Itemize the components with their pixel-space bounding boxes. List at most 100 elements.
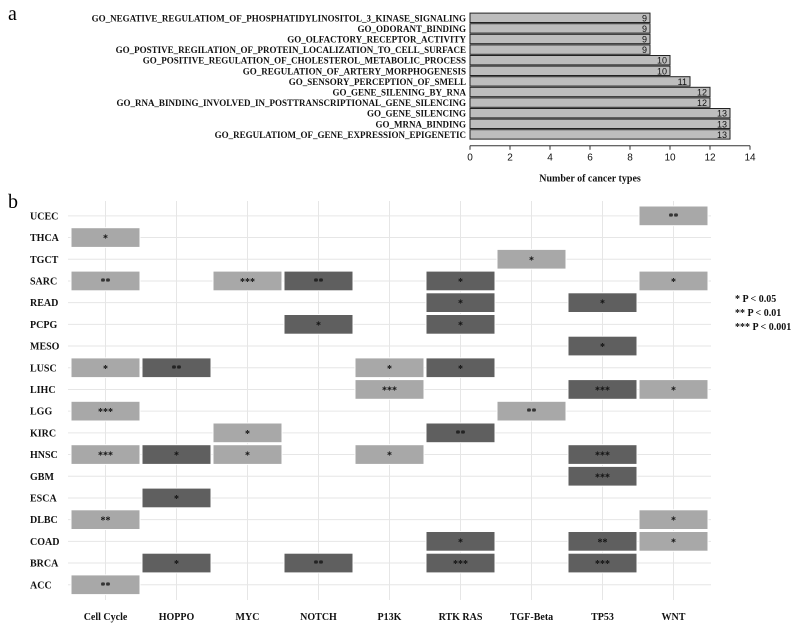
bar — [469, 65, 671, 76]
significance-mark: *** — [240, 277, 255, 288]
significance-mark: * — [671, 277, 676, 288]
bar — [469, 12, 651, 23]
bar — [469, 33, 651, 45]
row-label: LUSC — [30, 363, 57, 374]
row-label: LGG — [30, 407, 52, 418]
heatmap-cell — [141, 552, 212, 574]
row-label: THCA — [30, 233, 60, 244]
significance-mark: * — [671, 385, 676, 396]
bar-value-label: 11 — [678, 77, 687, 87]
row-label: PCPG — [30, 320, 57, 331]
column-label: TGF-Beta — [510, 612, 553, 623]
significance-mark: * — [600, 299, 605, 310]
column-label: TP53 — [591, 612, 614, 623]
significance-mark: * — [316, 320, 321, 331]
significance-mark: * — [458, 299, 463, 310]
heatmap-cell — [425, 357, 496, 379]
row-label: SARC — [30, 276, 57, 287]
heatmap-cell — [70, 444, 141, 465]
x-tick-label: 2 — [507, 153, 513, 164]
row-label: UCEC — [30, 211, 58, 222]
bar — [469, 23, 651, 34]
significance-mark: * — [387, 364, 392, 375]
row-label: BRCA — [30, 559, 59, 570]
bar-category-label: GO_GENE_SILENCING — [367, 109, 466, 119]
panel-b-label: b — [8, 191, 18, 213]
heatmap-cell — [70, 227, 141, 248]
heatmap-cell — [141, 357, 212, 379]
bar-value-label: 10 — [657, 56, 667, 66]
significance-mark: * — [671, 516, 676, 527]
significance-mark: ** — [527, 407, 537, 418]
bar-category-label: GO_OLFACTORY_RECEPTOR_ACTIVITY — [287, 35, 466, 45]
heatmap-cell — [496, 248, 567, 270]
row-label: ESCA — [30, 493, 57, 504]
x-axis-title: Number of cancer types — [539, 174, 641, 185]
significance-mark: ** — [101, 277, 111, 288]
bar-value-label: 10 — [657, 66, 667, 76]
significance-mark: * — [245, 451, 250, 462]
bar-category-label: GO_SENSORY_PERCEPTION_OF_SMELL — [289, 77, 466, 87]
heatmap-cell — [141, 444, 212, 465]
significance-mark: *** — [595, 472, 610, 483]
legend-entry: ** P < 0.01 — [735, 308, 781, 319]
heatmap-cell — [567, 379, 638, 400]
bar — [469, 97, 711, 108]
significance-mark: ** — [314, 559, 324, 570]
heatmap-cell — [567, 292, 638, 313]
column-label: NOTCH — [300, 612, 337, 623]
column-label: Cell Cycle — [84, 612, 128, 623]
bar-value-label: 9 — [642, 35, 647, 45]
column-label: P13K — [378, 612, 402, 623]
heatmap-cell — [567, 444, 638, 465]
heatmap-cell — [638, 531, 709, 552]
significance-mark: * — [174, 494, 179, 505]
heatmap-cell — [283, 314, 354, 335]
bar-value-label: 13 — [717, 130, 727, 140]
heatmap-cell — [638, 509, 709, 530]
significance-mark: * — [387, 451, 392, 462]
significance-mark: *** — [595, 385, 610, 396]
significance-mark: * — [671, 537, 676, 548]
x-tick-label: 6 — [587, 153, 593, 164]
significance-mark: ** — [669, 212, 679, 223]
panel-a-label: a — [8, 3, 17, 25]
bar-value-label: 13 — [717, 109, 727, 119]
heatmap-cell — [425, 314, 496, 335]
legend-entry: *** P < 0.001 — [735, 322, 791, 333]
heatmap-cell — [425, 552, 496, 574]
row-label: DLBC — [30, 515, 58, 526]
x-tick-label: 8 — [627, 153, 633, 164]
heatmap-cell — [283, 552, 354, 574]
heatmap-cell — [496, 400, 567, 422]
heatmap-cell — [70, 574, 141, 596]
row-label: KIRC — [30, 428, 56, 439]
significance-mark: ** — [101, 516, 111, 527]
x-tick-label: 14 — [744, 153, 756, 164]
column-label: WNT — [662, 612, 686, 623]
significance-mark: ** — [456, 429, 466, 440]
row-label: LIHC — [30, 385, 56, 396]
x-tick-label: 0 — [467, 153, 473, 164]
x-tick-label: 10 — [664, 153, 676, 164]
significance-mark: * — [458, 537, 463, 548]
bar-value-label: 9 — [642, 24, 647, 34]
legend-entry: * P < 0.05 — [735, 294, 776, 305]
bar — [469, 118, 731, 129]
heatmap-cell — [425, 422, 496, 444]
significance-mark: * — [174, 559, 179, 570]
bar-value-label: 12 — [697, 88, 707, 98]
row-label: GBM — [30, 472, 54, 483]
column-label: RTK RAS — [439, 612, 483, 623]
heatmap-cell — [567, 335, 638, 357]
bar-value-label: 9 — [642, 45, 647, 55]
heatmap-cell — [638, 205, 709, 227]
bar-category-label: GO_REGULATION_OF_ARTERY_MORPHOGENESIS — [243, 66, 466, 76]
bar — [469, 44, 651, 55]
significance-mark: ** — [598, 537, 608, 548]
significance-mark: *** — [382, 385, 397, 396]
row-label: READ — [30, 298, 58, 309]
bar-category-label: GO_ODORANT_BINDING — [357, 24, 466, 34]
column-label: HOPPO — [159, 612, 195, 623]
heatmap-cell — [638, 270, 709, 292]
